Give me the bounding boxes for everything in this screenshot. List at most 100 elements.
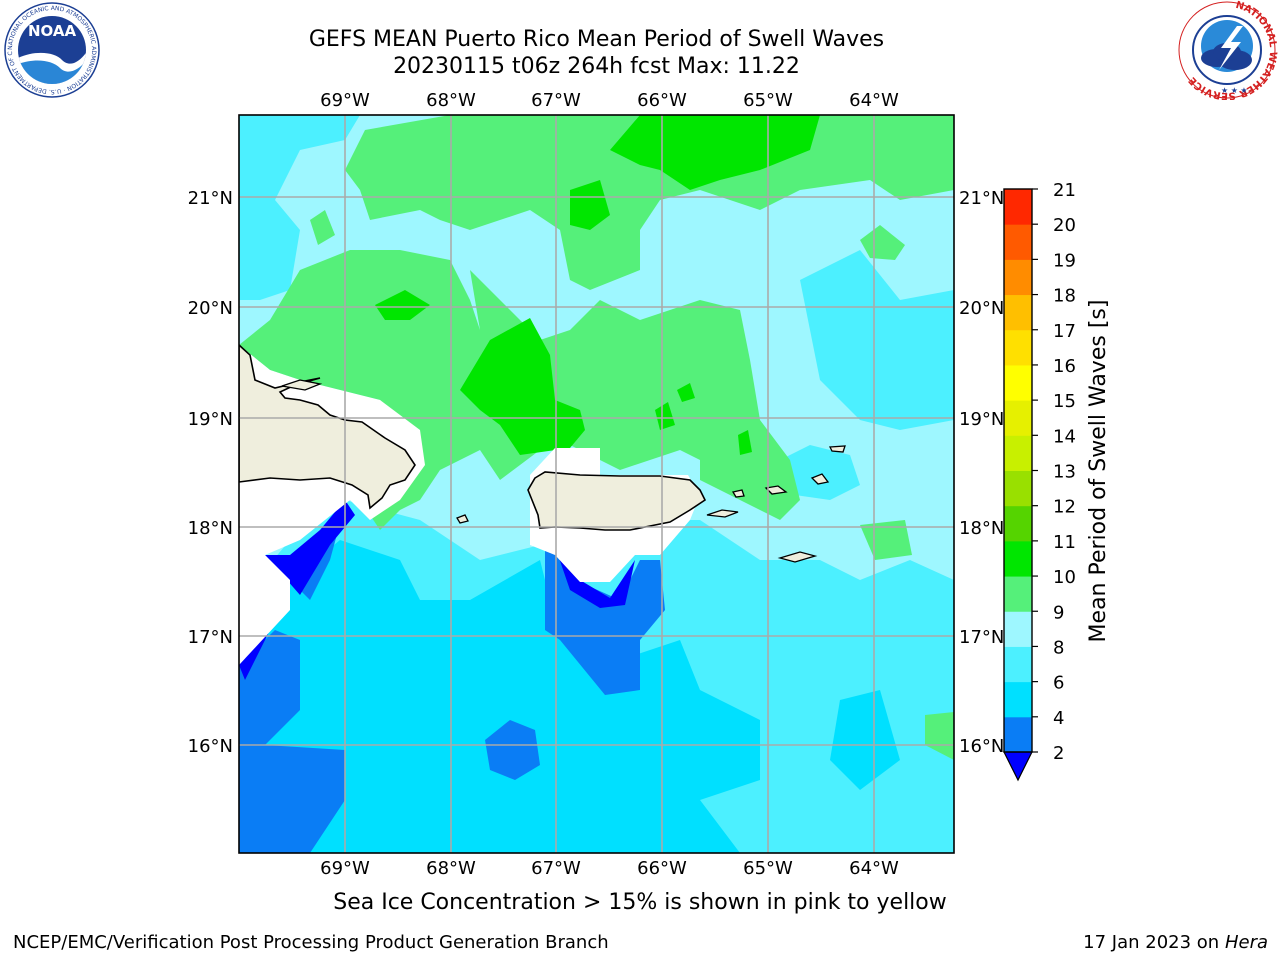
- tortola-island: [764, 485, 788, 495]
- tortuga-island: [281, 379, 323, 391]
- lon-tick-label: 69°W: [320, 858, 370, 879]
- swell-region-10-11-central: [460, 318, 585, 455]
- swell-region-2-4-southwest: [239, 630, 345, 853]
- colorbar-tick-label: 13: [1053, 462, 1076, 483]
- swell-region-9-10-southeast: [860, 520, 912, 560]
- swell-region-below-2-west: [239, 630, 270, 680]
- lat-tick-label: 21°N: [188, 188, 233, 209]
- colorbar-tick-label: 18: [1053, 286, 1076, 307]
- noaa-logo-text: NOAA: [28, 22, 77, 40]
- map-plot-area: [239, 115, 954, 853]
- swell-region-9-10-east: [860, 225, 905, 260]
- swell-region-10-11-patch2: [677, 383, 695, 402]
- colorbar-segment: [1004, 646, 1032, 683]
- colorbar-segment: [1004, 681, 1032, 718]
- lon-labels-bottom: 69°W 68°W 67°W 66°W 65°W 64°W: [320, 858, 899, 879]
- st-thomas-island: [731, 489, 745, 498]
- lat-labels-left: 21°N 20°N 19°N 18°N 17°N 16°N: [188, 188, 233, 757]
- hispaniola-land: [239, 343, 416, 510]
- lat-tick-label: 16°N: [959, 736, 1004, 757]
- colorbar-tick-label: 6: [1053, 673, 1064, 694]
- footer-date: 17 Jan 2023 on Hera: [1083, 932, 1268, 953]
- lat-tick-label: 17°N: [188, 627, 233, 648]
- mona-island: [456, 514, 469, 524]
- colorbar-segment: [1004, 540, 1032, 577]
- colorbar-label: Mean Period of Swell Waves [s]: [1086, 300, 1111, 643]
- swell-region-9-10-far-east: [925, 712, 954, 760]
- colorbar-tick-label: 9: [1053, 602, 1064, 623]
- colorbar-segment: [1004, 294, 1032, 331]
- lat-tick-label: 20°N: [959, 298, 1004, 319]
- colorbar-segment: [1004, 716, 1032, 753]
- lat-tick-label: 21°N: [959, 188, 1004, 209]
- lat-tick-label: 20°N: [188, 298, 233, 319]
- lon-tick-label: 69°W: [320, 90, 370, 111]
- swell-region-6-8-virgin: [780, 445, 860, 500]
- virgin-gorda-island: [810, 473, 830, 485]
- swell-region-2-4-patch: [485, 720, 540, 780]
- swell-region-below-2: [265, 500, 355, 595]
- lat-tick-label: 19°N: [959, 409, 1004, 430]
- lat-tick-label: 17°N: [959, 627, 1004, 648]
- lon-tick-label: 67°W: [531, 858, 581, 879]
- lat-tick-label: 19°N: [188, 409, 233, 430]
- lon-tick-label: 65°W: [743, 858, 793, 879]
- lat-tick-label: 18°N: [188, 518, 233, 539]
- lon-tick-label: 66°W: [637, 858, 687, 879]
- svg-text:★ ★ ★: ★ ★ ★: [1221, 86, 1248, 95]
- colorbar-segment: [1004, 259, 1032, 296]
- swell-region-6-8-east: [800, 250, 954, 430]
- colorbar-segment: [1004, 576, 1032, 612]
- st-croix-island: [777, 551, 818, 563]
- colorbar-segment: [1004, 611, 1032, 647]
- colorbar-tick-label: 4: [1053, 708, 1064, 729]
- lon-tick-label: 64°W: [849, 90, 899, 111]
- colorbar-tick-label: 21: [1053, 180, 1076, 201]
- swell-region-9-10-west: [310, 210, 335, 245]
- lon-tick-label: 65°W: [743, 90, 793, 111]
- lon-tick-label: 64°W: [849, 858, 899, 879]
- swell-region-10-11-patch3: [738, 430, 752, 455]
- colorbar-segment: [1004, 329, 1032, 366]
- swell-region-10-11-ne: [570, 180, 610, 230]
- colorbar-tick-label: 14: [1053, 426, 1076, 447]
- swell-region-4-6-east: [830, 690, 900, 790]
- colorbar-tick-label: 15: [1053, 391, 1076, 412]
- lon-tick-label: 67°W: [531, 90, 581, 111]
- colorbar-tick-label: 17: [1053, 321, 1076, 342]
- swell-region-6-8-west: [239, 115, 360, 300]
- chart-title: GEFS MEAN Puerto Rico Mean Period of Swe…: [308, 27, 885, 52]
- colorbar-tick-label: 19: [1053, 250, 1076, 271]
- lon-tick-label: 68°W: [426, 90, 476, 111]
- colorbar-tick-label: 16: [1053, 356, 1076, 377]
- puerto-rico-land: [527, 471, 707, 531]
- colorbar-tick-label: 8: [1053, 637, 1064, 658]
- lon-labels-top: 69°W 68°W 67°W 66°W 65°W 64°W: [320, 90, 899, 111]
- swell-region-below-2-coast: [558, 555, 635, 608]
- colorbar-tick-label: 12: [1053, 497, 1076, 518]
- colorbar-segment: [1004, 505, 1032, 542]
- sea-ice-caption: Sea Ice Concentration > 15% is shown in …: [333, 890, 947, 915]
- map-frame: [238, 114, 955, 854]
- lon-tick-label: 68°W: [426, 858, 476, 879]
- nws-logo: NATIONAL WEATHER SERVICE ★ ★ ★: [1178, 0, 1278, 100]
- lat-tick-label: 18°N: [959, 518, 1004, 539]
- colorbar: 2 4 6 8 9 10 11 12 13 14 15 16 17 18 19 20 21: [1003, 180, 1076, 782]
- colorbar-segment: [1004, 400, 1032, 436]
- swell-region-2-4-south-coast: [545, 540, 665, 695]
- footer-branch: NCEP/EMC/Verification Post Processing Pr…: [13, 932, 609, 953]
- colorbar-segment: [1004, 435, 1032, 471]
- map-gridlines: [239, 115, 954, 853]
- vieques-island: [706, 509, 739, 518]
- anegada-island: [828, 445, 846, 453]
- colorbar-segment: [1004, 189, 1032, 225]
- colorbar-tick-label: 20: [1053, 215, 1076, 236]
- colorbar-under-arrow: [1003, 751, 1033, 782]
- colorbar-tick-label: 11: [1053, 532, 1076, 553]
- lat-labels-right: 21°N 20°N 19°N 18°N 17°N 16°N: [959, 188, 1004, 757]
- footer-host: Hera: [1224, 932, 1268, 953]
- swell-region-10-11-patch1: [655, 402, 675, 430]
- chart-subtitle: 20230115 t06z 264h fcst Max: 11.22: [393, 54, 800, 79]
- swell-region-4-6: [239, 540, 760, 853]
